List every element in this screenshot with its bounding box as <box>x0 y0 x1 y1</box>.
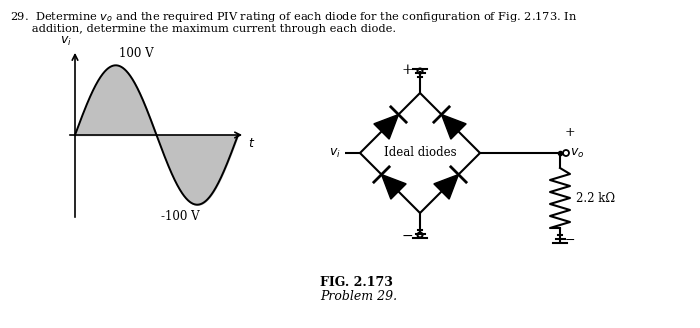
Text: 100 V: 100 V <box>119 47 153 60</box>
Text: $v_i$: $v_i$ <box>60 35 72 48</box>
Polygon shape <box>434 174 458 199</box>
Text: +: + <box>565 126 575 139</box>
Text: 29.  Determine $v_o$ and the required PIV rating of each diode for the configura: 29. Determine $v_o$ and the required PIV… <box>10 10 577 24</box>
Text: FIG. 2.173: FIG. 2.173 <box>320 276 393 289</box>
Text: $v_i$: $v_i$ <box>329 146 341 159</box>
Text: Problem 29.: Problem 29. <box>320 290 397 303</box>
Text: Ideal diodes: Ideal diodes <box>384 147 456 159</box>
Text: $t$: $t$ <box>248 137 256 150</box>
Text: +: + <box>401 63 413 77</box>
Text: $v_o$: $v_o$ <box>570 146 584 159</box>
Text: −: − <box>401 229 413 243</box>
Polygon shape <box>382 174 406 199</box>
Text: addition, determine the maximum current through each diode.: addition, determine the maximum current … <box>10 24 396 34</box>
Text: -100 V: -100 V <box>162 210 200 223</box>
Polygon shape <box>442 114 466 139</box>
Text: 2.2 kΩ: 2.2 kΩ <box>576 192 615 204</box>
Text: −: − <box>565 234 575 247</box>
Polygon shape <box>374 114 398 139</box>
